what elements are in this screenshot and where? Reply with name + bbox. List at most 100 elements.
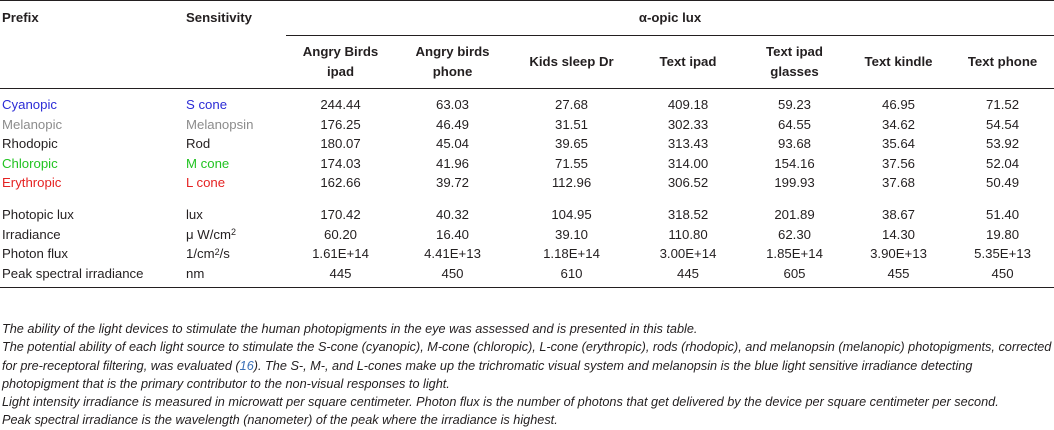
table-cell: 59.23 xyxy=(777,97,811,112)
column-header: Kids sleep Dr xyxy=(510,35,633,89)
table-cell: 174.03 xyxy=(320,155,361,171)
table-cell: 27.68 xyxy=(554,97,588,112)
table-cell: 170.42 xyxy=(320,206,361,222)
table-cell: 71.55 xyxy=(554,155,588,171)
row-prefix: Photopic lux xyxy=(2,206,74,222)
table-cell: 60.20 xyxy=(323,226,357,242)
table-cell: 306.52 xyxy=(667,175,709,191)
table-row: Photon flux 1/cm2/s 1.61E+14 4.41E+13 1.18E+… xyxy=(0,244,1054,264)
table-row: Chloropic M cone 174.03 41.96 71.55 314.00 154… xyxy=(0,154,1054,174)
table-cell: 176.25 xyxy=(320,116,361,132)
table-cell: 450 xyxy=(395,263,510,289)
header-prefix: Prefix xyxy=(0,0,186,36)
reference-link[interactable]: 16 xyxy=(239,358,254,373)
row-unit: lux xyxy=(186,206,203,222)
table-cell: 445 xyxy=(633,263,743,289)
table-cell: 50.49 xyxy=(986,175,1020,191)
table-cell: 16.40 xyxy=(435,226,469,242)
table-cell: 54.54 xyxy=(986,116,1020,132)
table-cell: 46.95 xyxy=(881,97,915,112)
table-body: Cyanopic S cone 244.44 63.03 27.68 409.18 59.2… xyxy=(0,89,1054,289)
row-prefix: Photon flux xyxy=(2,246,68,262)
table-cell: 1.61E+14 xyxy=(312,246,369,262)
row-sensitivity: S cone xyxy=(186,97,228,112)
row-prefix: Rhodopic xyxy=(2,136,58,152)
table-cell: 19.80 xyxy=(986,226,1020,242)
table-cell: 450 xyxy=(951,263,1054,289)
table-cell: 14.30 xyxy=(881,226,915,242)
row-unit: μ W/cm2 xyxy=(186,226,236,242)
table-cell: 39.65 xyxy=(554,136,588,152)
table-cell: 409.18 xyxy=(667,97,709,112)
table-cell: 51.40 xyxy=(986,206,1020,222)
table-cell: 3.00E+14 xyxy=(659,246,717,262)
table-row: Erythropic L cone 162.66 39.72 112.96 306.52 1… xyxy=(0,173,1054,193)
table-row: Photopic lux lux 170.42 40.32 104.95 318.52 20… xyxy=(0,205,1054,225)
table-cell: 112.96 xyxy=(551,175,592,191)
row-spacer xyxy=(0,193,1054,205)
row-sensitivity: Rod xyxy=(186,136,211,152)
table-cell: 180.07 xyxy=(320,136,361,152)
header-row-1: Prefix Sensitivity α-opic lux xyxy=(0,0,1054,36)
table-cell: 45.04 xyxy=(435,136,469,152)
table-cell: 318.52 xyxy=(667,206,709,222)
table-cell: 34.62 xyxy=(881,116,915,132)
table-cell: 110.80 xyxy=(668,226,708,242)
column-header: Angry Birds ipad xyxy=(286,35,395,89)
footnote: The ability of the light devices to stim… xyxy=(2,322,698,336)
table-cell: 1.85E+14 xyxy=(766,246,823,262)
table-cell: 104.95 xyxy=(551,206,592,222)
table-cell: 5.35E+13 xyxy=(974,246,1031,262)
table-cell: 201.89 xyxy=(774,206,815,222)
table-row: Rhodopic Rod 180.07 45.04 39.65 313.43 93.68 35… xyxy=(0,134,1054,154)
column-header: Text phone xyxy=(951,35,1054,89)
table-cell: 39.72 xyxy=(435,175,469,191)
table-cell: 3.90E+13 xyxy=(870,246,927,262)
column-header: Text ipad glasses xyxy=(743,35,846,89)
row-prefix: Cyanopic xyxy=(2,97,57,112)
table-cell: 4.41E+13 xyxy=(424,246,481,262)
row-sensitivity: L cone xyxy=(186,175,226,191)
table-cell: 605 xyxy=(743,263,846,289)
table-cell: 40.32 xyxy=(435,206,469,222)
header-sensitivity: Sensitivity xyxy=(186,0,286,36)
footnote: Light intensity irradiance is measured i… xyxy=(2,395,999,410)
header-row-2: Angry Birds ipad Angry birds phone Kids sl… xyxy=(0,35,1054,89)
column-header: Text ipad xyxy=(633,35,743,89)
table-cell: 199.93 xyxy=(774,175,815,191)
table-row: Peak spectral irradiance nm 445 450 610 445 60… xyxy=(0,263,1054,289)
table-cell: 39.10 xyxy=(554,226,588,242)
table-row: Irradiance μ W/cm2 60.20 16.40 39.10 110.80 62… xyxy=(0,225,1054,245)
row-sensitivity: M cone xyxy=(186,155,230,171)
table-cell: 64.55 xyxy=(777,116,811,132)
table-cell: 1.18E+14 xyxy=(543,246,600,262)
table-cell: 71.52 xyxy=(986,97,1020,112)
table-footnotes: The ability of the light devices to stim… xyxy=(2,320,1052,430)
table-cell: 63.03 xyxy=(435,97,469,112)
table-row: Melanopic Melanopsin 176.25 46.49 31.51 302.3… xyxy=(0,115,1054,135)
data-table-container: Prefix Sensitivity α-opic lux Angry Bird… xyxy=(0,0,1054,289)
table-cell: 302.33 xyxy=(667,116,709,132)
table-cell: 154.16 xyxy=(774,155,815,171)
table-cell: 445 xyxy=(286,263,395,289)
table-cell: 41.96 xyxy=(435,155,469,171)
header-alpha-opic-lux: α-opic lux xyxy=(286,0,1054,36)
footnote: The potential ability of each light sour… xyxy=(2,340,1052,391)
table-cell: 37.56 xyxy=(881,155,915,171)
table-cell: 46.49 xyxy=(435,116,469,132)
table-cell: 244.44 xyxy=(320,97,361,112)
table-cell: 313.43 xyxy=(667,136,709,152)
row-unit: nm xyxy=(186,263,286,289)
table-cell: 52.04 xyxy=(986,155,1020,171)
table-cell: 314.00 xyxy=(667,155,709,171)
table-cell: 37.68 xyxy=(881,175,915,191)
table-cell: 62.30 xyxy=(777,226,811,242)
alpha-opic-table: Prefix Sensitivity α-opic lux Angry Bird… xyxy=(0,0,1054,289)
table-cell: 53.92 xyxy=(986,136,1020,152)
table-cell: 31.51 xyxy=(554,116,588,132)
row-prefix: Irradiance xyxy=(2,226,61,242)
row-prefix: Chloropic xyxy=(2,155,58,171)
table-cell: 93.68 xyxy=(777,136,811,152)
column-header: Text kindle xyxy=(846,35,951,89)
row-prefix: Peak spectral irradiance xyxy=(0,263,186,289)
